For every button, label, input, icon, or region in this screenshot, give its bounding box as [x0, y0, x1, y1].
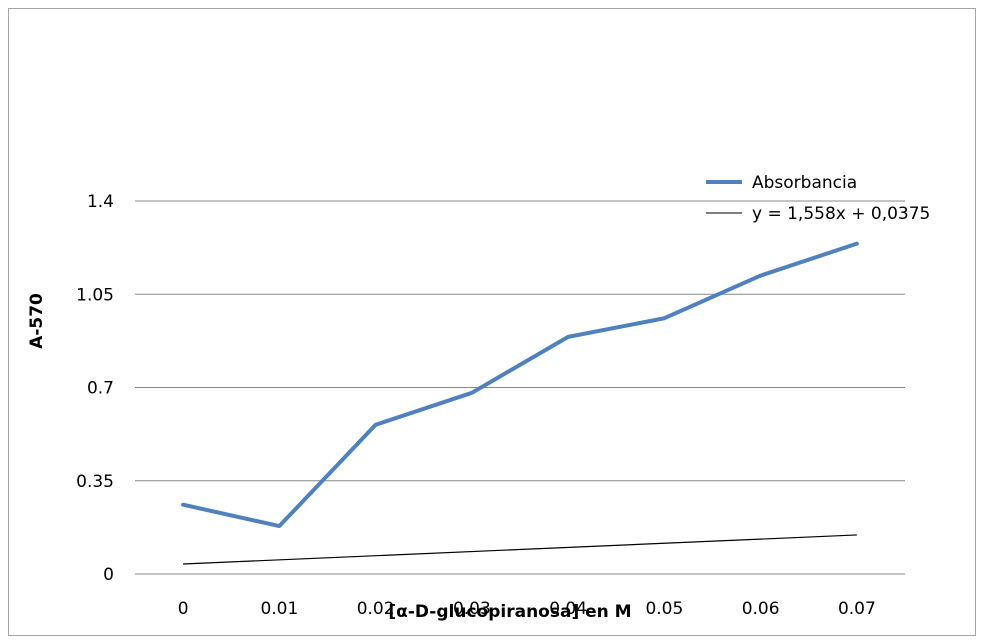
y-tick-label: 0.7 — [87, 379, 114, 399]
gridlines — [135, 200, 905, 482]
y-tick-label: 1.4 — [87, 192, 114, 212]
legend: Absorbancia y = 1,558x + 0,0375 — [706, 173, 930, 224]
x-tick-label: 0.04 — [549, 599, 587, 619]
x-tick-label: 0.03 — [453, 599, 491, 619]
x-tick-labels: 0 0.01 0.02 0.03 0.04 0.05 0.06 0.07 — [178, 599, 876, 619]
trendline — [183, 534, 857, 565]
y-tick-label: 0 — [103, 565, 114, 585]
trendline-layer — [183, 534, 857, 565]
x-tick-label: 0.07 — [838, 599, 876, 619]
series-layer — [181, 241, 859, 529]
x-axis-title: [α-D-glucopiranosa] en M — [388, 602, 631, 622]
x-tick-label: 0.06 — [742, 599, 780, 619]
series-line-absorbancia — [181, 241, 859, 529]
y-axis-title: A-570 — [27, 293, 47, 349]
y-tick-label: 1.05 — [76, 285, 114, 305]
y-tick-labels: 0 0.35 0.7 1.05 1.4 — [76, 192, 114, 585]
legend-label-trendline: y = 1,558x + 0,0375 — [752, 204, 930, 224]
chart-frame — [8, 8, 976, 636]
x-tick-label: 0 — [178, 599, 189, 619]
x-tick-label: 0.05 — [645, 599, 683, 619]
legend-label-absorbancia: Absorbancia — [752, 173, 857, 193]
x-tick-label: 0.01 — [260, 599, 298, 619]
x-tick-label: 0.02 — [357, 599, 395, 619]
y-tick-label: 0.35 — [76, 472, 114, 492]
